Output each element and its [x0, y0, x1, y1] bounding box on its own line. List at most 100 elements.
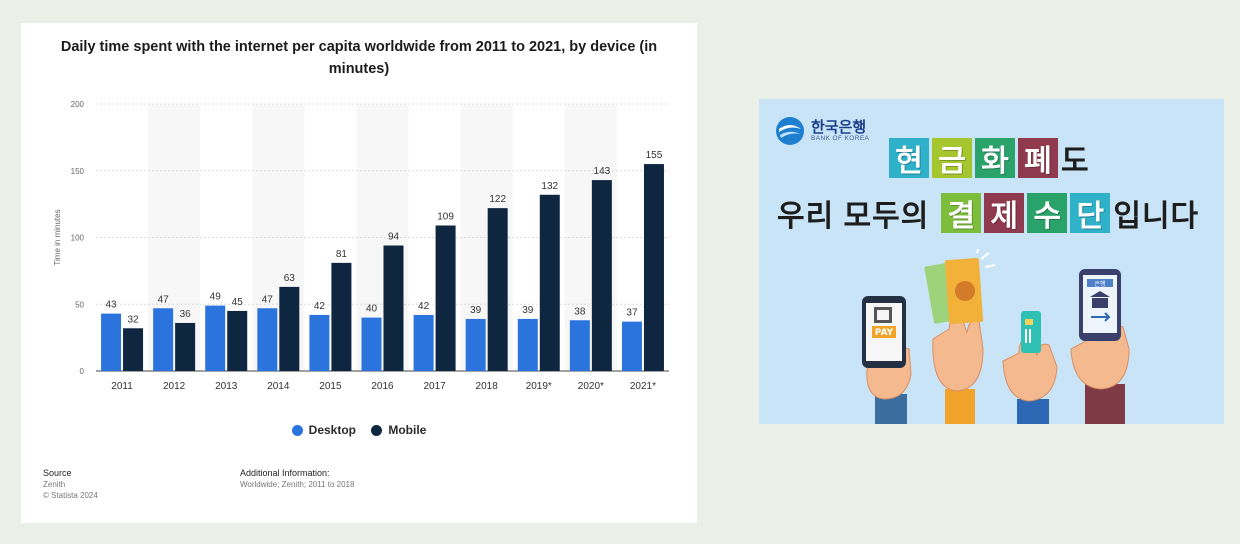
org-name-english: BANK OF KOREA	[811, 135, 870, 142]
data-label-desktop-2014: 47	[262, 294, 274, 305]
bar-desktop-2021*	[621, 321, 642, 371]
legend-swatch-mobile	[371, 424, 383, 436]
headline-tile-2: 금	[932, 138, 972, 178]
headline-tile-7: 수	[1027, 193, 1068, 233]
x-tick-label: 2021*	[630, 381, 656, 392]
bar-mobile-2018	[487, 208, 508, 371]
org-name-korean: 한국은행	[811, 119, 867, 136]
source-block: Source Zenith © Statista 2024	[43, 468, 98, 501]
legend-item-desktop[interactable]: Desktop	[291, 423, 356, 437]
source-link[interactable]: Zenith	[43, 480, 66, 489]
chart-legend: Desktop Mobile	[21, 423, 697, 439]
x-tick-label: 2014	[267, 381, 290, 392]
data-label-mobile-2020*: 143	[594, 166, 611, 177]
y-tick-label: 100	[71, 234, 85, 243]
x-tick-label: 2011	[111, 381, 133, 392]
bar-mobile-2014	[279, 286, 300, 371]
x-tick-label: 2019*	[526, 381, 552, 392]
bar-desktop-2018	[465, 318, 486, 371]
chart-title-line-2: minutes)	[328, 61, 390, 77]
data-label-desktop-2012: 47	[158, 294, 170, 305]
data-label-desktop-2015: 42	[314, 301, 326, 312]
bar-mobile-2016	[383, 245, 404, 371]
headline-tile-6: 제	[984, 193, 1025, 233]
hand-with-card-icon	[1002, 311, 1058, 424]
headline-tile-1: 현	[889, 138, 929, 178]
bar-mobile-2017	[435, 225, 456, 371]
bar-mobile-2015	[331, 262, 352, 371]
x-tick-label: 2013	[215, 381, 238, 392]
bank-of-korea-ad[interactable]: 한국은행 BANK OF KOREA 현 금 화 폐 도 우리 모두의 결 제 …	[759, 99, 1224, 424]
payment-hands-illustration: PAY 은행	[862, 249, 1130, 424]
y-tick-label: 50	[75, 300, 84, 309]
hand-with-banknotes-icon	[924, 249, 996, 424]
data-label-desktop-2013: 49	[210, 292, 222, 303]
bar-desktop-2020*	[569, 320, 590, 371]
bar-desktop-2012	[153, 308, 174, 371]
bar-desktop-2011	[101, 313, 122, 371]
chart-title-line-1: Daily time spent with the internet per c…	[60, 39, 658, 55]
bank-label: 은행	[1094, 280, 1105, 288]
data-label-mobile-2018: 122	[489, 194, 506, 205]
data-label-mobile-2016: 94	[388, 232, 400, 243]
headline-tile-3: 화	[975, 138, 1015, 178]
chart-card: Daily time spent with the internet per c…	[21, 23, 697, 523]
additional-info-label: Additional Information:	[240, 468, 330, 478]
data-label-mobile-2019*: 132	[541, 181, 558, 192]
additional-info-block: Additional Information: Worldwide; Zenit…	[240, 468, 354, 490]
y-tick-label: 150	[71, 167, 85, 176]
bar-desktop-2013	[205, 305, 226, 371]
data-label-desktop-2016: 40	[366, 304, 378, 315]
bar-desktop-2019*	[517, 318, 538, 371]
hand-with-pay-phone-icon: PAY	[862, 296, 912, 424]
headline-tail-1: 도	[1061, 145, 1090, 178]
data-label-mobile-2017: 109	[437, 211, 454, 222]
headline-tile-4: 폐	[1018, 138, 1058, 178]
data-label-desktop-2017: 42	[418, 301, 430, 312]
data-label-desktop-2018: 39	[470, 305, 482, 316]
data-label-mobile-2015: 81	[336, 249, 348, 260]
bar-mobile-2012	[175, 322, 196, 371]
y-tick-label: 0	[80, 367, 85, 376]
bar-mobile-2021*	[643, 164, 664, 371]
bank-of-korea-logo-icon	[776, 117, 804, 145]
x-tick-label: 2017	[423, 381, 446, 392]
legend-item-mobile[interactable]: Mobile	[371, 423, 426, 437]
x-tick-label: 2020*	[578, 381, 604, 392]
hand-with-bank-phone-icon: 은행	[1070, 269, 1130, 424]
bar-mobile-2019*	[539, 194, 560, 371]
ad-headline-line-2: 우리 모두의 결 제 수 단 입니다	[777, 191, 1199, 235]
x-tick-label: 2018	[476, 381, 499, 392]
legend-label-mobile: Mobile	[388, 423, 427, 437]
data-label-mobile-2013: 45	[232, 297, 244, 308]
legend-swatch-desktop	[291, 424, 303, 436]
bar-mobile-2020*	[591, 180, 612, 371]
data-label-desktop-2020*: 38	[574, 306, 586, 317]
bar-desktop-2015	[309, 314, 330, 371]
data-label-mobile-2021*: 155	[646, 150, 663, 161]
headline-tile-5: 결	[941, 193, 982, 233]
data-label-desktop-2019*: 39	[522, 305, 534, 316]
headline-tail-2: 입니다	[1113, 200, 1200, 233]
ad-headline-line-1: 현 금 화 폐 도	[889, 136, 1090, 180]
x-tick-label: 2015	[319, 381, 342, 392]
legend-label-desktop: Desktop	[308, 423, 356, 437]
x-tick-label: 2016	[371, 381, 394, 392]
y-tick-label: 200	[71, 100, 85, 109]
additional-info-value: Worldwide; Zenith; 2011 to 2018	[240, 480, 355, 489]
bar-desktop-2016	[361, 317, 382, 371]
bar-desktop-2014	[257, 308, 278, 371]
bar-mobile-2011	[123, 328, 144, 371]
data-label-mobile-2014: 63	[284, 273, 296, 284]
copyright-text: © Statista 2024	[43, 491, 98, 500]
x-tick-label: 2012	[163, 381, 186, 392]
data-label-desktop-2011: 43	[105, 300, 117, 311]
headline-tile-8: 단	[1070, 193, 1111, 233]
data-label-mobile-2012: 36	[180, 309, 192, 320]
source-label: Source	[43, 468, 72, 478]
data-label-desktop-2021*: 37	[626, 308, 638, 319]
data-label-mobile-2011: 32	[127, 314, 139, 325]
headline-head-2: 우리 모두의	[777, 200, 930, 233]
y-axis-title: Time in minutes	[53, 209, 62, 265]
pay-label: PAY	[875, 328, 894, 338]
